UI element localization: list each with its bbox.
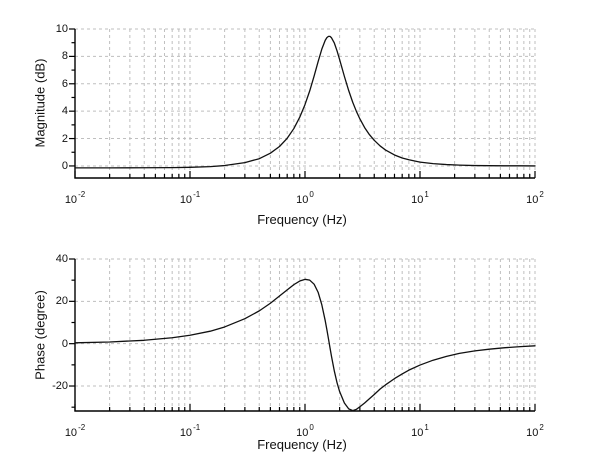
tick-exponent: 0 <box>309 423 314 432</box>
tick-exponent: 1 <box>424 190 429 199</box>
tick-exponent: -2 <box>78 190 86 199</box>
phase-curve <box>74 278 536 412</box>
phase-x-tick-label: 10 0 <box>296 424 314 439</box>
phase-x-tick-label: 10 2 <box>526 424 544 439</box>
tick-exponent: -1 <box>193 423 201 432</box>
frequency-axis-title-top: Frequency (Hz) <box>257 212 347 227</box>
tick-base: 10 <box>411 427 424 439</box>
magnitude-y-tick-label: 6 <box>61 77 68 90</box>
phase-grid <box>74 258 536 411</box>
magnitude-x-tick-label: 10 1 <box>411 191 429 206</box>
tick-base: 10 <box>526 194 539 206</box>
magnitude-plot <box>69 28 536 179</box>
phase-y-tick-label: 0 <box>61 337 68 350</box>
phase-x-tick-label: 10 -1 <box>180 424 200 439</box>
tick-base: 10 <box>64 427 78 439</box>
tick-base: 10 <box>179 194 193 206</box>
phase-x-tick-label: 10 1 <box>411 424 429 439</box>
tick-exponent: 0 <box>309 190 314 199</box>
phase-ticks <box>69 258 536 411</box>
tick-exponent: 2 <box>539 423 544 432</box>
phase-axes <box>74 259 535 412</box>
tick-base: 10 <box>296 194 309 206</box>
magnitude-curve <box>74 35 536 169</box>
frequency-axis-title-bottom: Frequency (Hz) <box>257 437 347 452</box>
tick-exponent: -1 <box>193 190 201 199</box>
magnitude-y-tick-label: 0 <box>61 159 68 172</box>
magnitude-y-tick-label: 4 <box>61 105 68 118</box>
phase-y-tick-label: 20 <box>55 295 68 308</box>
magnitude-x-tick-label: 10 2 <box>526 191 544 206</box>
magnitude-y-tick-label: 10 <box>55 23 68 35</box>
tick-exponent: 1 <box>424 423 429 432</box>
tick-exponent: 2 <box>539 190 544 199</box>
tick-base: 10 <box>526 427 539 439</box>
magnitude-y-tick-label: 8 <box>61 50 68 63</box>
magnitude-x-tick-label: 10 0 <box>296 191 314 206</box>
phase-x-tick-label: 10 -2 <box>65 424 85 439</box>
phase-plot <box>69 258 536 412</box>
tick-base: 10 <box>179 427 193 439</box>
phase-y-tick-label: 40 <box>55 253 68 265</box>
tick-base: 10 <box>64 194 78 206</box>
phase-y-tick-label: -20 <box>52 380 68 393</box>
magnitude-ticks <box>69 28 536 178</box>
magnitude-y-tick-label: 2 <box>61 132 68 145</box>
tick-base: 10 <box>411 194 424 206</box>
tick-exponent: -2 <box>78 423 86 432</box>
tick-base: 10 <box>296 427 309 439</box>
magnitude-x-tick-label: 10 -2 <box>65 191 85 206</box>
magnitude-x-tick-label: 10 -1 <box>180 191 200 206</box>
